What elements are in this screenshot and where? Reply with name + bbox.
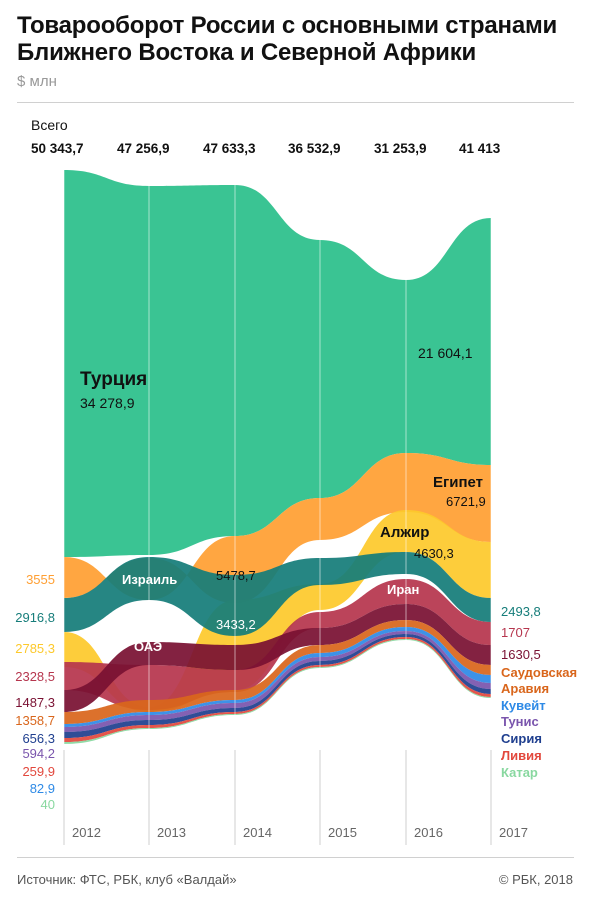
stream-band-израиль [64,552,491,636]
label-turkey-name: Турция [80,369,147,390]
year-tick-label: 2013 [157,825,186,840]
value-2017-label: 1707 [501,625,530,640]
value-2012-label: 1358,7 [15,713,55,728]
legend-entry: Сирия [501,731,542,746]
legend-entry: Тунис [501,714,539,729]
value-2012-label: 3555 [26,572,55,587]
year-tick-label: 2012 [72,825,101,840]
legend-entry: Ливия [501,748,542,763]
label-algeria-name: Алжир [380,524,429,541]
label-uae-name: ОАЭ [134,639,162,654]
year-tick-label: 2017 [499,825,528,840]
value-2017-label: 1630,5 [501,647,541,662]
label-turkey-2017: 21 604,1 [418,345,473,361]
label-iran-name: Иран [387,582,419,597]
legend-entry: Аравия [501,681,549,696]
chart-title: Товарооборот России с основными странами… [17,12,558,66]
value-2012-label: 656,3 [22,731,55,746]
label-egypt-name: Египет [433,474,483,491]
value-2012-label: 2916,8 [15,610,55,625]
stream-band-саудовская-аравия [64,620,491,724]
stream-band-ливия [64,637,491,742]
value-2012-label: 40 [41,797,55,812]
label-turkey-2012: 34 278,9 [80,395,135,411]
year-tick-label: 2015 [328,825,357,840]
bottom-divider [17,857,574,858]
stream-band-турция [64,170,491,557]
value-2012-label: 1487,3 [15,695,55,710]
stream-band-катар [64,639,491,744]
legend-entry: Саудовская [501,665,577,680]
value-2012-label: 2328,5 [15,669,55,684]
source-note: Источник: ФТС, РБК, клуб «Валдай» [17,872,237,887]
label-israel-name: Израиль [122,572,177,587]
label-egypt-2017: 6721,9 [446,494,486,509]
value-2012-label: 259,9 [22,764,55,779]
total-value: 41 413 [459,141,501,156]
value-2017-label: 2493,8 [501,604,541,619]
legend-entry: Катар [501,765,538,780]
year-tick-label: 2014 [243,825,272,840]
label-israel-2014: 3433,2 [216,617,256,632]
legend-entry: Кувейт [501,698,546,713]
copyright-note: © РБК, 2018 [498,872,573,887]
totals-label: Всего [31,117,68,133]
top-divider [17,102,574,103]
total-value: 47 256,9 [117,141,170,156]
value-2012-label: 82,9 [30,781,55,796]
total-value: 50 343,7 [31,141,84,156]
total-value: 36 532,9 [288,141,341,156]
total-value: 31 253,9 [374,141,427,156]
label-algeria-2017: 4630,3 [414,546,454,561]
stream-band-тунис [64,631,491,732]
total-value: 47 633,3 [203,141,256,156]
stream-band-кувейт [64,627,491,727]
label-egypt-2014: 5478,7 [216,568,256,583]
unit-label: $ млн [17,73,57,90]
value-2012-label: 594,2 [22,746,55,761]
stream-band-сирия [64,634,491,738]
value-2012-label: 2785,3 [15,641,55,656]
stream-band-алжир [64,510,491,712]
year-tick-label: 2016 [414,825,443,840]
